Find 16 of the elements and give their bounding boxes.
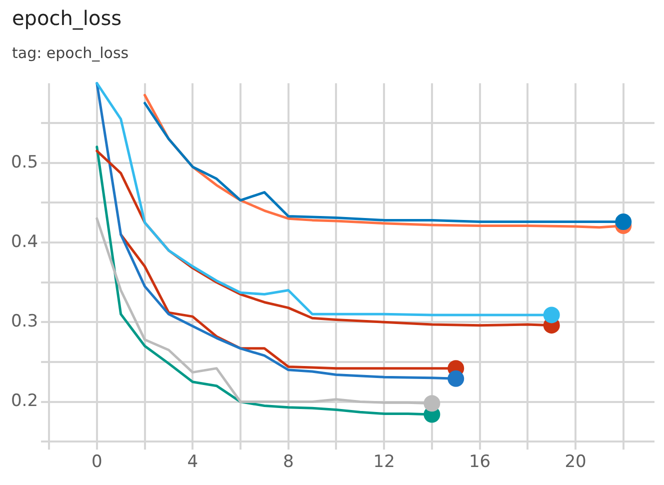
- y-tick-label: 0.2: [10, 391, 38, 412]
- y-tick-label: 0.5: [10, 152, 38, 172]
- point: [424, 395, 440, 412]
- y-tick-label: 0.4: [10, 232, 38, 252]
- chart-subtitle: tag: epoch_loss: [12, 44, 129, 62]
- point: [615, 214, 632, 230]
- x-tick-label: 4: [187, 452, 198, 472]
- x-tick-label: 0: [91, 452, 102, 472]
- point: [543, 306, 560, 324]
- x-tick-label: 8: [282, 452, 294, 472]
- chart-title: epoch_loss: [12, 6, 122, 30]
- point: [448, 370, 464, 387]
- y-tick-label: 0.3: [10, 312, 38, 332]
- x-tick-label: 16: [468, 452, 491, 472]
- x-tick-label: 12: [373, 452, 395, 472]
- x-tick-label: 20: [564, 452, 586, 472]
